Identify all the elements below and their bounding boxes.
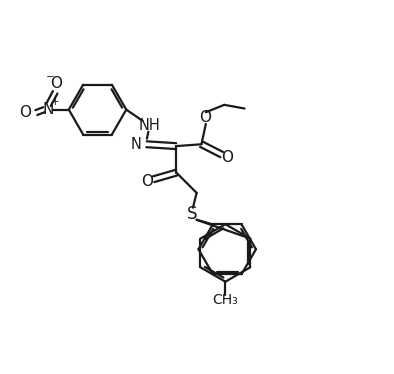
Text: −: − (46, 72, 55, 82)
Text: N: N (131, 137, 142, 152)
Text: NH: NH (138, 117, 160, 133)
Text: O: O (50, 76, 62, 91)
Text: S: S (187, 205, 197, 223)
Text: CH₃: CH₃ (212, 293, 238, 307)
Text: O: O (221, 150, 233, 165)
Text: O: O (141, 174, 153, 188)
Text: O: O (199, 110, 211, 125)
Text: O: O (19, 105, 31, 120)
Text: N: N (43, 102, 54, 117)
Text: +: + (51, 96, 59, 107)
